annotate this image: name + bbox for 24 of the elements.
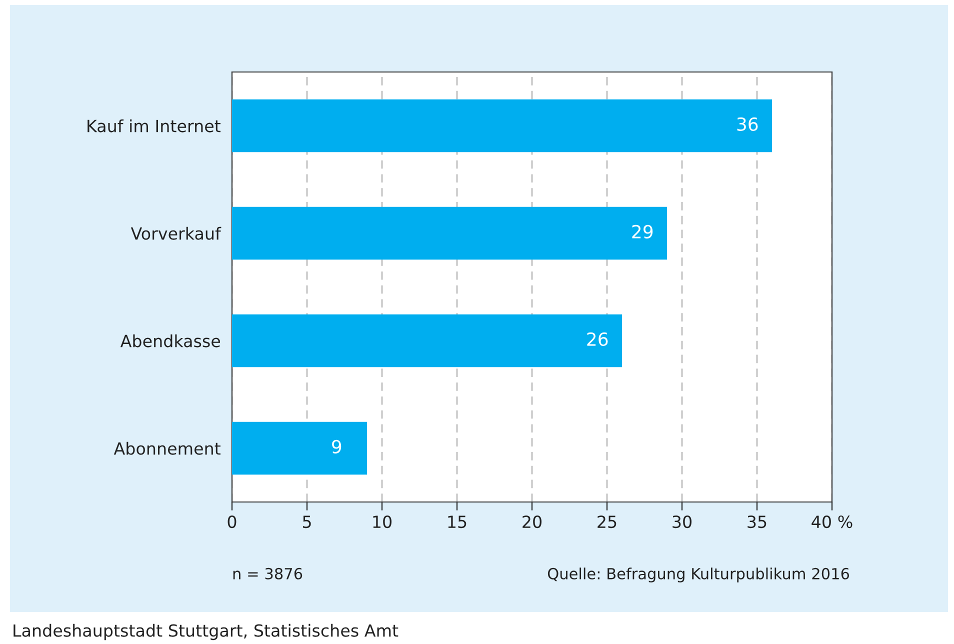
x-tick-label: 40 % [812, 515, 852, 528]
y-tick-label: Abendkasse [120, 334, 220, 348]
bar [232, 314, 622, 368]
bar [232, 422, 367, 475]
y-tick-label: Abonnement [114, 442, 220, 455]
x-tick-label: 10 [373, 515, 392, 528]
y-tick-label: Vorverkauf [130, 226, 222, 240]
x-tick-label: 35 [748, 515, 766, 528]
text: n = 3876 [233, 568, 302, 580]
bar [232, 99, 772, 152]
x-tick-label: 5 [302, 516, 311, 528]
x-tick-label: 0 [228, 515, 236, 528]
x-tick-label: 15 [448, 516, 466, 528]
bar [232, 206, 667, 260]
text: Landeshauptstadt Stuttgart, Statistisches Amt [14, 624, 398, 640]
source-note: Quelle: Befragung Kulturpublikum 2016 [548, 568, 850, 582]
x-tick-label: 25 [598, 515, 616, 528]
data-label: 29 [632, 224, 653, 238]
x-tick-label: 30 [672, 515, 692, 528]
y-tick-label: Kauf im Internet [88, 119, 220, 132]
x-tick-label: 20 [522, 515, 542, 528]
data-label: 9 [332, 440, 342, 454]
data-label: 36 [737, 117, 758, 131]
data-label: 26 [587, 332, 608, 346]
